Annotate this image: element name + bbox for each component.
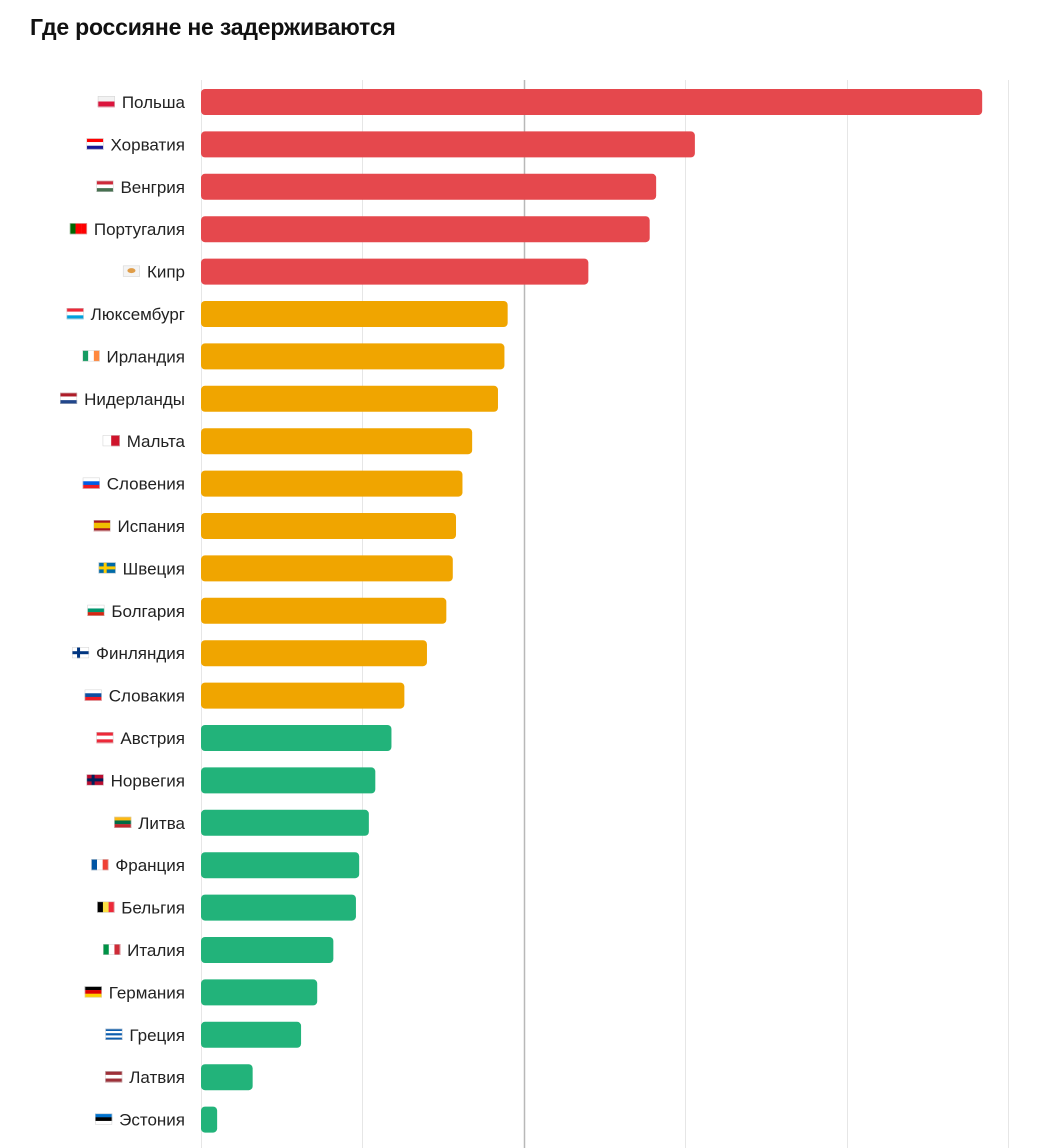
category-label: Австрия bbox=[120, 729, 185, 748]
flag-at-icon bbox=[96, 732, 114, 744]
flag-lv-icon bbox=[105, 1071, 123, 1083]
flag-pl-icon bbox=[97, 96, 115, 108]
bar-20 bbox=[201, 894, 356, 921]
bar-16 bbox=[201, 725, 392, 751]
flag-no-icon bbox=[86, 774, 104, 786]
bar-22 bbox=[201, 979, 318, 1006]
flag-mt-icon bbox=[102, 435, 120, 447]
flag-ie-icon bbox=[82, 350, 100, 362]
flag-ee-icon bbox=[95, 1113, 113, 1125]
bar-18 bbox=[201, 809, 369, 836]
flag-lu-icon bbox=[66, 308, 84, 320]
bar-9 bbox=[201, 428, 473, 455]
flag-sk-icon bbox=[84, 689, 102, 701]
category-label: Болгария bbox=[111, 602, 185, 621]
flag-fi-icon bbox=[72, 647, 90, 659]
bar-25 bbox=[201, 1106, 218, 1133]
category-label: Мальта bbox=[127, 432, 186, 451]
category-label: Латвия bbox=[129, 1068, 185, 1087]
bar-3 bbox=[201, 173, 657, 200]
category-label: Словакия bbox=[109, 687, 185, 706]
flag-gr-icon bbox=[105, 1028, 123, 1040]
bar-7 bbox=[201, 343, 505, 370]
category-label: Нидерланды bbox=[84, 390, 185, 409]
category-label: Кипр bbox=[147, 263, 185, 282]
bar-1 bbox=[201, 89, 983, 115]
bar-10 bbox=[201, 470, 463, 497]
bar-5 bbox=[201, 258, 589, 285]
bar-21 bbox=[201, 937, 334, 963]
category-label: Люксембург bbox=[91, 305, 185, 324]
category-label: Португалия bbox=[94, 220, 185, 239]
flag-fr-icon bbox=[91, 859, 109, 871]
bar-23 bbox=[201, 1021, 302, 1048]
category-label: Италия bbox=[127, 941, 185, 960]
flag-bg-icon bbox=[87, 604, 105, 616]
bar-4 bbox=[201, 216, 650, 243]
flag-hr-icon bbox=[86, 138, 104, 150]
bar-14 bbox=[201, 640, 427, 667]
flag-cy-icon bbox=[122, 265, 140, 277]
category-label: Франция bbox=[115, 856, 185, 875]
flag-pt-icon bbox=[69, 223, 88, 235]
bar-15 bbox=[201, 682, 405, 709]
category-label: Испания bbox=[118, 517, 185, 536]
category-label: Бельгия bbox=[121, 899, 185, 918]
category-label: Венгрия bbox=[120, 178, 185, 197]
bar-17 bbox=[201, 767, 376, 794]
bar-12 bbox=[201, 555, 453, 582]
category-label: Литва bbox=[138, 814, 185, 833]
flag-es-icon bbox=[93, 520, 111, 532]
category-label: Финляндия bbox=[96, 644, 185, 663]
flag-se-icon bbox=[98, 562, 116, 574]
bar-11 bbox=[201, 513, 457, 539]
chart-title: Где россияне не задерживаются bbox=[30, 14, 396, 40]
flag-hu-icon bbox=[96, 180, 114, 192]
category-label: Греция bbox=[129, 1026, 185, 1045]
bar-19 bbox=[201, 852, 360, 879]
bar-6 bbox=[201, 301, 508, 327]
category-label: Норвегия bbox=[111, 771, 185, 790]
flag-nl-icon bbox=[60, 392, 78, 404]
category-label: Германия bbox=[109, 983, 185, 1002]
category-label: Польша bbox=[122, 93, 186, 112]
flag-it-icon bbox=[103, 944, 121, 955]
category-label: Эстония bbox=[119, 1111, 185, 1130]
bar-13 bbox=[201, 597, 447, 624]
flag-lt-icon bbox=[114, 816, 132, 828]
bar-8 bbox=[201, 385, 498, 412]
bar-24 bbox=[201, 1064, 253, 1091]
bar-2 bbox=[201, 131, 695, 158]
category-label: Хорватия bbox=[111, 135, 185, 154]
flag-icons bbox=[60, 96, 140, 1125]
flag-be-icon bbox=[97, 901, 115, 913]
flag-de-icon bbox=[84, 986, 102, 998]
category-label: Словения bbox=[107, 475, 185, 494]
bars bbox=[201, 89, 983, 1133]
category-labels: Польша Хорватия Венгрия Португалия Кипр Люксе… bbox=[84, 93, 185, 1130]
category-label: Швеция bbox=[123, 559, 185, 578]
flag-si-icon bbox=[82, 477, 100, 489]
category-label: Ирландия bbox=[107, 347, 185, 366]
